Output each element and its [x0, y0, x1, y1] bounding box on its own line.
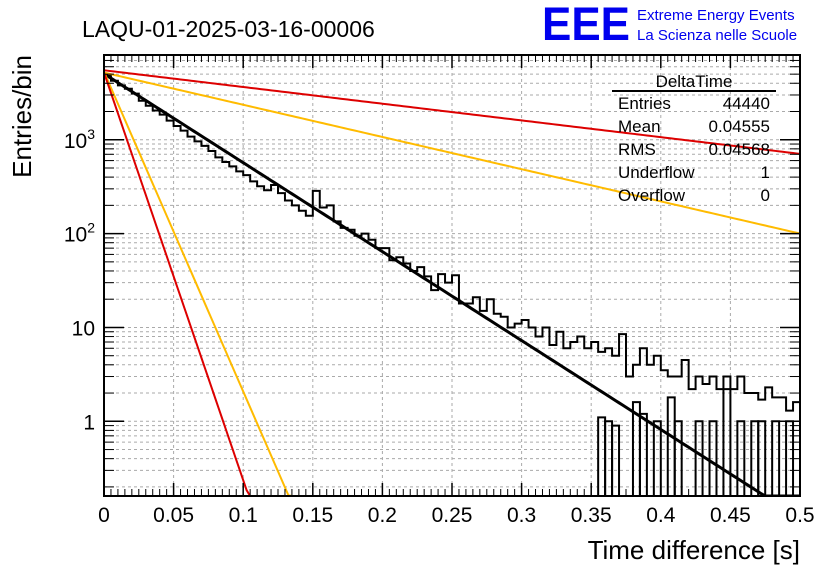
stats-value-rms: 0.04568: [709, 140, 770, 159]
eee-logo: EEE: [542, 0, 630, 50]
x-tick-label: 0.25: [432, 504, 473, 527]
y-tick-label: 1: [83, 411, 95, 434]
histogram-spike: [694, 420, 704, 496]
curve-yellow-fast: [104, 71, 299, 496]
y-tick-label: 103: [64, 126, 95, 153]
stats-title: DeltaTime: [656, 72, 733, 91]
y-axis-title: Entries/bin: [7, 55, 37, 178]
x-tick-label: 0.1: [229, 504, 258, 527]
x-tick-label: 0.3: [507, 504, 536, 527]
curve-red-slow: [104, 69, 800, 155]
y-tick-exponent: 2: [87, 220, 95, 236]
curve-yellow-slow: [104, 71, 800, 235]
x-tick-label: 0.5: [785, 504, 814, 527]
org-name-line1: Extreme Energy Events: [637, 7, 795, 24]
x-axis-title: Time difference [s]: [588, 535, 800, 565]
x-tick-label: 0.35: [571, 504, 612, 527]
histogram-spike: [611, 424, 621, 496]
histogram-spike: [652, 420, 662, 496]
stats-label-overflow: Overflow: [618, 186, 686, 205]
stats-value-entries: 44440: [723, 94, 770, 113]
x-tick-label: 0.05: [153, 504, 194, 527]
x-tick-label: 0.2: [368, 504, 397, 527]
histogram-spike: [597, 416, 607, 496]
y-tick-label: 102: [64, 220, 95, 247]
stats-value-overflow: 0: [761, 186, 770, 205]
histogram-outline: [104, 74, 800, 496]
stats-label-rms: RMS: [618, 140, 656, 159]
histogram-spike: [757, 420, 767, 496]
stats-value-underflow: 1: [761, 163, 770, 182]
curve-fit: [104, 72, 800, 496]
histogram: [104, 74, 800, 496]
histogram-spike: [666, 396, 676, 496]
org-name-line2: La Scienza nelle Scuole: [637, 27, 797, 44]
stats-box: DeltaTime Entries 44440 Mean 0.04555 RMS…: [612, 72, 776, 205]
histogram-spike: [722, 375, 732, 496]
curve-red-fast: [104, 72, 258, 496]
stats-value-mean: 0.04555: [709, 117, 770, 136]
y-tick-label: 10: [72, 317, 95, 340]
x-tick-label: 0: [98, 504, 110, 527]
stats-label-entries: Entries: [618, 94, 671, 113]
histogram-spike: [771, 420, 781, 496]
x-tick-label: 0.15: [292, 504, 333, 527]
histogram-spike: [736, 420, 746, 496]
x-tick-label: 0.4: [646, 504, 676, 527]
stats-label-mean: Mean: [618, 117, 661, 136]
chart-title: LAQU-01-2025-03-16-00006: [82, 16, 375, 42]
x-tick-label: 0.45: [710, 504, 751, 527]
histogram-spike: [638, 412, 648, 496]
histogram-spike: [673, 420, 683, 496]
stats-label-underflow: Underflow: [618, 163, 695, 182]
fit-curves: [104, 69, 800, 496]
y-tick-exponent: 3: [87, 126, 95, 142]
histogram-spike: [708, 420, 718, 496]
